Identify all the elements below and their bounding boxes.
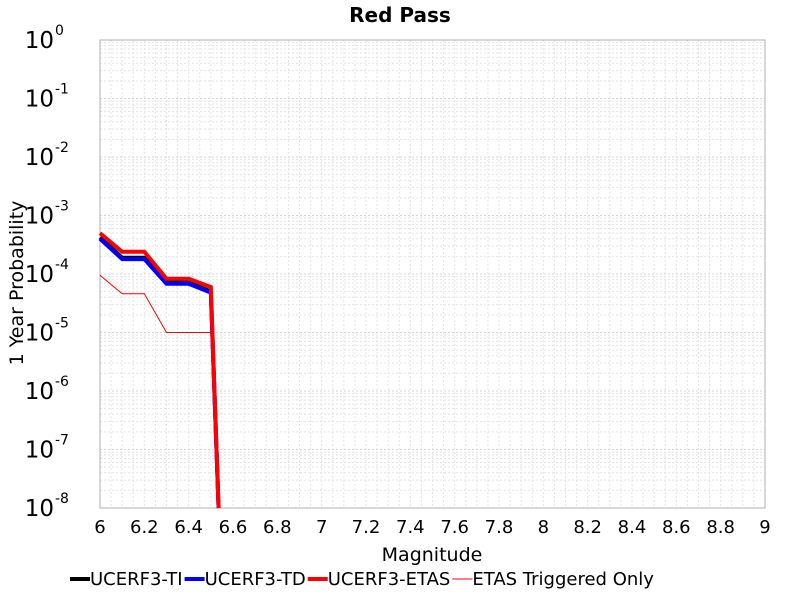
x-tick-label: 7.8 — [485, 517, 514, 538]
x-tick-label: 8.2 — [573, 517, 602, 538]
x-tick-label: 7.6 — [440, 517, 469, 538]
series-line — [98, 231, 221, 509]
y-tick-label: 10 -1 — [25, 82, 69, 113]
y-tick-label: 10 -6 — [25, 374, 69, 405]
x-tick-label: 8.8 — [706, 517, 735, 538]
chart-title: Red Pass — [349, 3, 451, 27]
y-tick-label: 10 -8 — [25, 491, 69, 522]
series-line — [99, 274, 220, 509]
y-tick-base: 10 — [25, 262, 54, 288]
y-tick-label: 10 -3 — [25, 199, 69, 230]
y-tick-label: 10 -5 — [25, 316, 69, 347]
legend-label: ETAS Triggered Only — [472, 569, 654, 590]
y-tick-exponent: 0 — [55, 23, 64, 39]
y-axis-label: 1 Year Probability — [6, 201, 28, 366]
y-tick-exponent: -2 — [55, 140, 69, 156]
y-tick-exponent: -3 — [55, 199, 69, 215]
legend-label: UCERF3-TI — [90, 569, 183, 590]
x-tick-label: 6.8 — [263, 517, 292, 538]
legend: UCERF3-TI UCERF3-TD UCERF3-ETAS ETAS Trigge… — [70, 569, 654, 590]
y-tick-base: 10 — [25, 28, 54, 54]
x-tick-label: 6.6 — [219, 517, 248, 538]
y-tick-label: 10 0 — [25, 23, 64, 54]
plot-area — [99, 39, 766, 509]
x-tick-label: 8.6 — [662, 517, 691, 538]
x-tick-label: 6.2 — [130, 517, 159, 538]
y-tick-label: 10 -2 — [25, 140, 69, 171]
y-tick-exponent: -6 — [55, 374, 69, 390]
y-tick-base: 10 — [25, 379, 54, 405]
x-tick-label: 7.2 — [352, 517, 381, 538]
y-tick-base: 10 — [25, 204, 54, 230]
y-tick-exponent: -5 — [55, 316, 69, 332]
x-tick-label: 6 — [94, 517, 105, 538]
x-axis-label: Magnitude — [382, 544, 483, 566]
y-tick-exponent: -7 — [55, 433, 69, 449]
x-tick-label: 9 — [759, 517, 770, 538]
y-tick-base: 10 — [25, 145, 54, 171]
x-tick-label: 8 — [538, 517, 549, 538]
y-tick-base: 10 — [25, 321, 54, 347]
y-tick-base: 10 — [25, 87, 54, 113]
x-axis-ticks: 6 6.2 6.4 6.6 6.8 7 7.2 7.4 7.6 7.8 8 8.2 8.4 8.6 8.8 9 — [94, 517, 770, 538]
y-tick-exponent: -8 — [55, 491, 69, 507]
x-tick-label: 6.4 — [174, 517, 203, 538]
legend-label: UCERF3-ETAS — [328, 569, 451, 590]
y-tick-exponent: -1 — [55, 82, 69, 98]
x-tick-label: 7.4 — [396, 517, 425, 538]
x-tick-label: 8.4 — [618, 517, 647, 538]
y-tick-base: 10 — [25, 496, 54, 522]
y-tick-base: 10 — [25, 438, 54, 464]
y-tick-label: 10 -4 — [25, 257, 69, 288]
legend-label: UCERF3-TD — [205, 569, 306, 590]
y-tick-exponent: -4 — [55, 257, 69, 273]
x-tick-label: 7 — [316, 517, 327, 538]
y-tick-label: 10 -7 — [25, 433, 69, 464]
series-group — [98, 231, 221, 509]
